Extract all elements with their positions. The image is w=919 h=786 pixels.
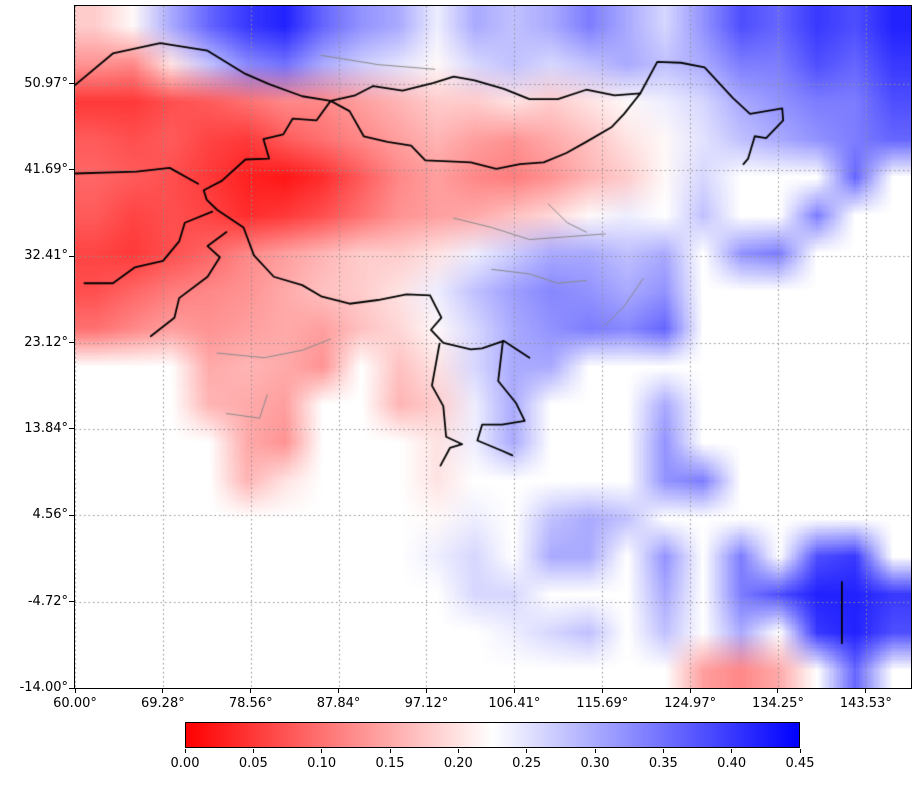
y-tick-label: -4.72° [27,593,68,609]
x-tick-mark [425,689,427,693]
colorbar-tick-label: 0.05 [238,756,268,771]
y-tick-mark [69,687,74,689]
x-tick-mark [689,689,691,693]
x-tick-label: 134.25° [751,696,804,711]
colorbar-tick-mark [321,749,323,753]
colorbar-tick-mark [252,749,254,753]
colorbar-tick-label: 0.00 [170,756,200,771]
colorbar-tick-mark [389,749,391,753]
colorbar-tick-label: 0.15 [375,756,405,771]
colorbar-tick-label: 0.45 [785,756,815,771]
colorbar-tick-label: 0.40 [717,756,747,771]
x-tick-mark [250,689,252,693]
colorbar-tick-mark [731,749,733,753]
colorbar-tick-mark [799,749,801,753]
x-tick-label: 106.41° [488,696,541,711]
x-tick-label: 115.69° [576,696,629,711]
y-tick-label: 50.97° [24,75,68,91]
colorbar-tick-label: 0.30 [580,756,610,771]
colorbar-tick-label: 0.10 [307,756,337,771]
y-tick-label: 4.56° [32,507,68,523]
x-tick-label: 60.00° [53,696,97,711]
y-tick-label: 23.12° [24,334,68,350]
x-tick-mark [601,689,603,693]
colorbar-tick-label: 0.20 [443,756,473,771]
colorbar-tick-label: 0.35 [648,756,678,771]
y-tick-mark [69,255,74,257]
colorbar-tick-mark [184,749,186,753]
x-tick-mark [865,689,867,693]
y-tick-mark [69,514,74,516]
y-tick-mark [69,342,74,344]
y-tick-label: 13.84° [24,420,68,436]
x-tick-mark [162,689,164,693]
x-tick-mark [338,689,340,693]
x-tick-mark [777,689,779,693]
x-tick-label: 69.28° [141,696,185,711]
x-tick-label: 78.56° [228,696,273,711]
x-tick-mark [74,689,76,693]
x-tick-label: 143.53° [839,696,892,711]
x-tick-label: 97.12° [404,696,449,711]
y-tick-label: 32.41° [24,248,68,264]
y-tick-mark [69,169,74,171]
x-tick-mark [513,689,515,693]
asia-map-heatmap-canvas [75,6,911,688]
map-axes [74,5,912,689]
colorbar-tick-mark [526,749,528,753]
x-tick-label: 87.84° [316,696,361,711]
colorbar-tick-mark [594,749,596,753]
colorbar [185,722,800,748]
colorbar-tick-label: 0.25 [512,756,542,771]
colorbar-tick-mark [662,749,664,753]
colorbar-tick-mark [457,749,459,753]
y-tick-label: -14.00° [19,680,68,695]
y-tick-mark [69,428,74,430]
y-tick-mark [69,83,74,84]
y-tick-label: 41.69° [24,161,68,177]
x-tick-label: 124.97° [664,696,717,711]
y-tick-mark [69,601,74,603]
